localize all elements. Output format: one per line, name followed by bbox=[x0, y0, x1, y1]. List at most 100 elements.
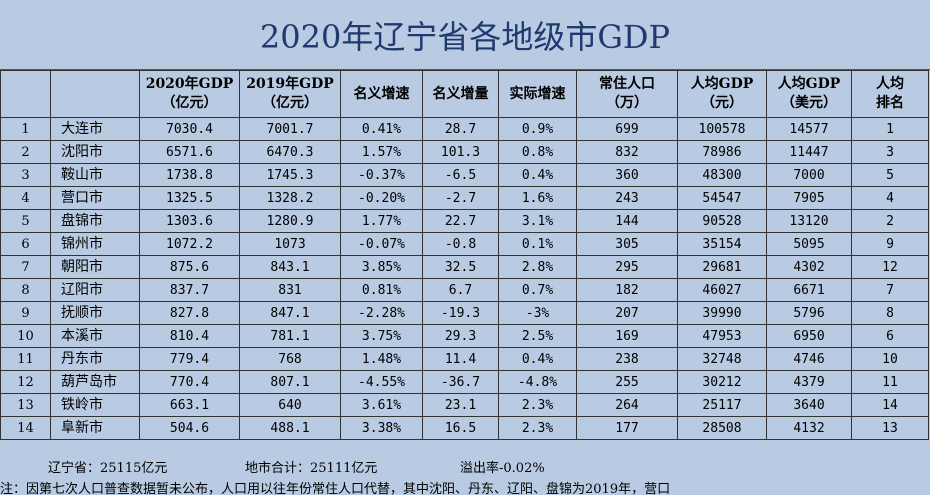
table-cell: 7905 bbox=[766, 186, 852, 210]
table-cell: 827.8 bbox=[139, 301, 240, 325]
table-cell: 7001.7 bbox=[239, 117, 341, 141]
table-cell: 2 bbox=[851, 209, 929, 233]
table-cell: 305 bbox=[576, 232, 678, 256]
column-header bbox=[0, 70, 51, 118]
table-cell: 781.1 bbox=[239, 324, 341, 348]
table-cell: 3 bbox=[851, 140, 929, 164]
table-cell: 32.5 bbox=[422, 255, 499, 279]
table-cell: -4.55% bbox=[340, 370, 423, 394]
column-header: 常住人口 （万） bbox=[576, 70, 678, 118]
city-cell: 葫芦岛市 bbox=[50, 370, 140, 394]
table-cell: 12 bbox=[851, 255, 929, 279]
column-header: 名义增量 bbox=[422, 70, 499, 118]
table-body: 1 大连市 7030.4 7001.7 0.41% 28.7 0.9% 699 100578 14… bbox=[0, 117, 929, 440]
table-cell: 1328.2 bbox=[239, 186, 341, 210]
table-cell: 8 bbox=[0, 278, 51, 302]
column-header: 人均 排名 bbox=[851, 70, 929, 118]
table-cell: 1073 bbox=[239, 232, 341, 256]
table-row: 14 阜新市 504.6 488.1 3.38% 16.5 2.3% 177 28508 4132… bbox=[0, 416, 929, 440]
table-cell: 0.7% bbox=[498, 278, 577, 302]
table-cell: 100578 bbox=[677, 117, 767, 141]
table-row: 13 铁岭市 663.1 640 3.61% 23.1 2.3% 264 25117 3640 14 bbox=[0, 393, 929, 417]
table-cell: -3% bbox=[498, 301, 577, 325]
table-cell: 7000 bbox=[766, 163, 852, 187]
table-row: 5 盘锦市 1303.6 1280.9 1.77% 22.7 3.1% 144 90528 131… bbox=[0, 209, 929, 233]
table-cell: 6470.3 bbox=[239, 140, 341, 164]
table-cell: 1325.5 bbox=[139, 186, 240, 210]
table-cell: 5 bbox=[851, 163, 929, 187]
table-cell: 779.4 bbox=[139, 347, 240, 371]
table-cell: 46027 bbox=[677, 278, 767, 302]
table-cell: 3 bbox=[0, 163, 51, 187]
table-cell: 54547 bbox=[677, 186, 767, 210]
table-cell: 5796 bbox=[766, 301, 852, 325]
table-row: 6 锦州市 1072.2 1073 -0.07% -0.8 0.1% 305 35154 5095… bbox=[0, 232, 929, 256]
city-cell: 大连市 bbox=[50, 117, 140, 141]
table-cell: 28508 bbox=[677, 416, 767, 440]
table-cell: 810.4 bbox=[139, 324, 240, 348]
table-cell: 2.3% bbox=[498, 416, 577, 440]
table-cell: 0.41% bbox=[340, 117, 423, 141]
table-cell: 207 bbox=[576, 301, 678, 325]
city-total: 地市合计：25111亿元 bbox=[245, 461, 378, 476]
table-cell: 2 bbox=[0, 140, 51, 164]
table-cell: 7 bbox=[851, 278, 929, 302]
table-cell: 6.7 bbox=[422, 278, 499, 302]
table-cell: 663.1 bbox=[139, 393, 240, 417]
table-cell: 832 bbox=[576, 140, 678, 164]
table-cell: 177 bbox=[576, 416, 678, 440]
table-cell: 1.77% bbox=[340, 209, 423, 233]
table-cell: 0.81% bbox=[340, 278, 423, 302]
table-cell: 847.1 bbox=[239, 301, 341, 325]
city-cell: 营口市 bbox=[50, 186, 140, 210]
table-cell: 11 bbox=[0, 347, 51, 371]
table-cell: 6571.6 bbox=[139, 140, 240, 164]
city-cell: 锦州市 bbox=[50, 232, 140, 256]
table-cell: 1.48% bbox=[340, 347, 423, 371]
summary-line: 辽宁省：25115亿元 地市合计：25111亿元 溢出率-0.02% bbox=[0, 458, 930, 480]
page-title: 2020年辽宁省各地级市GDP bbox=[0, 0, 930, 70]
table-cell: 4 bbox=[0, 186, 51, 210]
table-cell: 25117 bbox=[677, 393, 767, 417]
table-cell: 2.3% bbox=[498, 393, 577, 417]
table-cell: 13 bbox=[851, 416, 929, 440]
table-cell: 13120 bbox=[766, 209, 852, 233]
table-cell: 1.6% bbox=[498, 186, 577, 210]
table-cell: 90528 bbox=[677, 209, 767, 233]
table-cell: 2.8% bbox=[498, 255, 577, 279]
city-cell: 抚顺市 bbox=[50, 301, 140, 325]
city-cell: 盘锦市 bbox=[50, 209, 140, 233]
table-cell: 875.6 bbox=[139, 255, 240, 279]
table-cell: -2.7 bbox=[422, 186, 499, 210]
table-row: 7 朝阳市 875.6 843.1 3.85% 32.5 2.8% 295 29681 4302 1… bbox=[0, 255, 929, 279]
table-row: 3 鞍山市 1738.8 1745.3 -0.37% -6.5 0.4% 360 48300 70… bbox=[0, 163, 929, 187]
table-cell: 29681 bbox=[677, 255, 767, 279]
table-row: 4 营口市 1325.5 1328.2 -0.20% -2.7 1.6% 243 54547 79… bbox=[0, 186, 929, 210]
table-row: 11 丹东市 779.4 768 1.48% 11.4 0.4% 238 32748 4746 10 bbox=[0, 347, 929, 371]
table-cell: 6950 bbox=[766, 324, 852, 348]
table-cell: 770.4 bbox=[139, 370, 240, 394]
table-cell: 1 bbox=[0, 117, 51, 141]
column-header: 人均GDP （元） bbox=[677, 70, 767, 118]
table-cell: 6671 bbox=[766, 278, 852, 302]
city-cell: 朝阳市 bbox=[50, 255, 140, 279]
table-cell: 295 bbox=[576, 255, 678, 279]
table-cell: -0.07% bbox=[340, 232, 423, 256]
gdp-table: 2020年GDP （亿元） 2019年GDP （亿元） 名义增速 名义增量 实际增速 常住人口… bbox=[0, 70, 929, 440]
table-cell: 169 bbox=[576, 324, 678, 348]
table-cell: -0.20% bbox=[340, 186, 423, 210]
table-cell: 22.7 bbox=[422, 209, 499, 233]
table-cell: 47953 bbox=[677, 324, 767, 348]
table-cell: -19.3 bbox=[422, 301, 499, 325]
table-cell: 238 bbox=[576, 347, 678, 371]
table-cell: 4132 bbox=[766, 416, 852, 440]
table-cell: 32748 bbox=[677, 347, 767, 371]
table-row: 2 沈阳市 6571.6 6470.3 1.57% 101.3 0.8% 832 78986 11… bbox=[0, 140, 929, 164]
table-row: 8 辽阳市 837.7 831 0.81% 6.7 0.7% 182 46027 6671 7 bbox=[0, 278, 929, 302]
table-cell: 5095 bbox=[766, 232, 852, 256]
table-row: 12 葫芦岛市 770.4 807.1 -4.55% -36.7 -4.8% 255 30212… bbox=[0, 370, 929, 394]
table-cell: 0.8% bbox=[498, 140, 577, 164]
table-cell: 843.1 bbox=[239, 255, 341, 279]
table-cell: 14 bbox=[0, 416, 51, 440]
table-cell: 7030.4 bbox=[139, 117, 240, 141]
